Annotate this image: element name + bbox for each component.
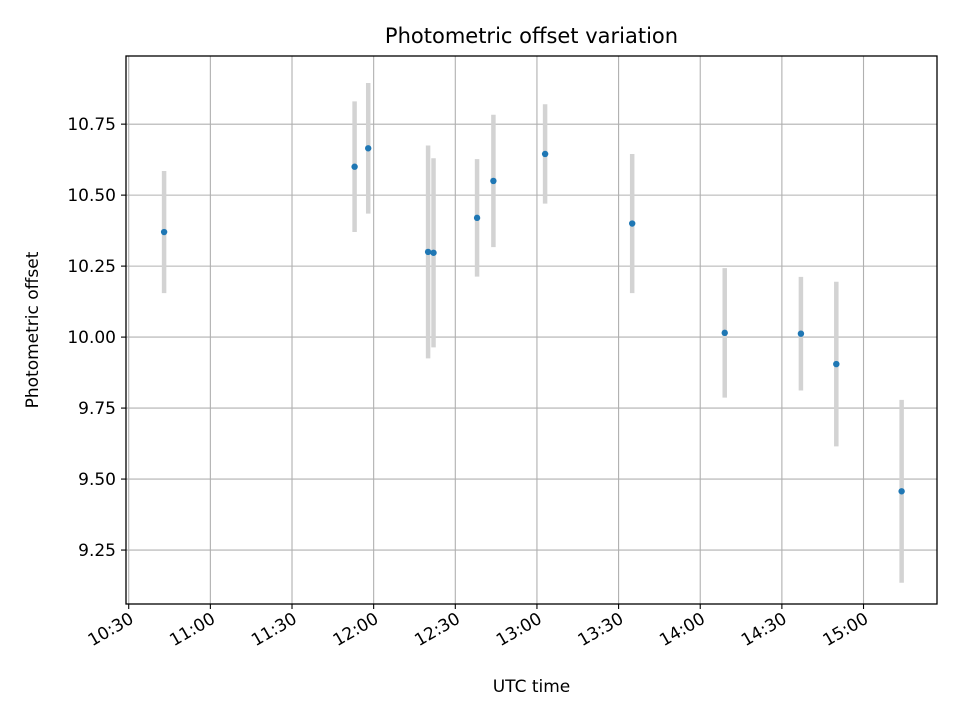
x-tick-label: 14:30 — [738, 609, 790, 651]
y-tick-label: 9.75 — [78, 399, 116, 419]
data-point — [833, 360, 840, 368]
y-tick-label: 10.00 — [67, 328, 116, 348]
grid-lines — [126, 56, 937, 604]
data-point — [430, 249, 437, 256]
data-point — [490, 177, 497, 185]
x-tick-label: 14:00 — [656, 609, 708, 651]
x-tick-label: 11:00 — [166, 609, 218, 651]
y-tick-label: 10.75 — [67, 115, 116, 135]
chart-title: Photometric offset variation — [385, 24, 678, 48]
y-tick-label: 9.50 — [78, 470, 116, 490]
x-tick-label: 12:00 — [330, 609, 382, 651]
x-tick-label: 15:00 — [820, 609, 872, 651]
plot-frame — [125, 55, 938, 605]
data-points — [160, 145, 905, 495]
data-point — [721, 329, 728, 337]
data-point — [898, 488, 905, 495]
y-axis: 9.25 9.50 9.75 10.00 10.25 10.50 10.75 — [67, 115, 126, 561]
data-point — [351, 163, 358, 170]
x-tick-label: 10:30 — [85, 609, 137, 651]
data-point — [160, 228, 168, 236]
data-point — [424, 248, 432, 256]
y-tick-label: 9.25 — [78, 541, 116, 561]
x-tick-label: 12:30 — [411, 609, 463, 651]
x-tick-label: 13:00 — [493, 609, 545, 651]
x-axis: 10:30 11:00 11:30 12:00 12:30 13:00 13:30 14:00… — [85, 604, 872, 651]
data-point — [541, 150, 549, 158]
errorbars — [161, 82, 904, 583]
x-tick-label: 11:30 — [248, 609, 300, 651]
y-tick-label: 10.25 — [67, 257, 116, 277]
x-tick-label: 13:30 — [575, 609, 627, 651]
y-axis-title: Photometric offset — [23, 251, 43, 408]
data-point — [365, 145, 372, 152]
y-tick-label: 10.50 — [67, 186, 116, 206]
data-point — [628, 220, 636, 227]
data-point — [797, 330, 805, 337]
data-point — [473, 214, 481, 222]
x-axis-title: UTC time — [493, 677, 571, 697]
